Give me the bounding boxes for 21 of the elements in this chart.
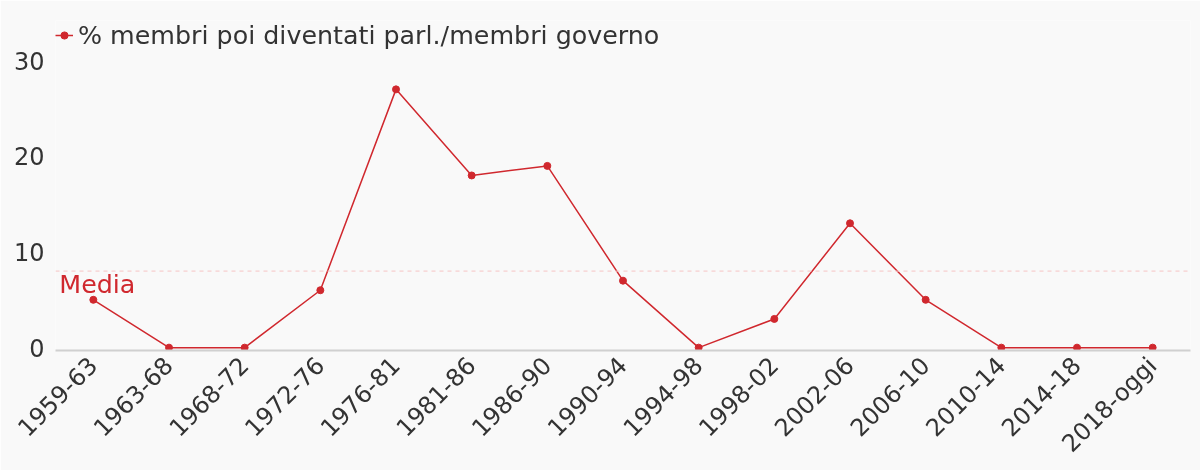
point xyxy=(921,295,930,304)
point xyxy=(1148,343,1157,351)
y-tick-label: 0 xyxy=(29,334,45,363)
point xyxy=(1073,343,1081,351)
y-tick-label: 10 xyxy=(13,238,45,267)
point xyxy=(467,171,476,180)
y-tick-label: 30 xyxy=(13,47,45,76)
point xyxy=(694,343,703,351)
point xyxy=(543,161,552,170)
legend-label: % membri poi diventati parl./membri governo xyxy=(78,20,660,50)
point xyxy=(165,343,173,351)
point xyxy=(846,219,854,228)
ref-line-label: Media xyxy=(59,269,136,300)
y-tick-label: 20 xyxy=(13,143,45,172)
point xyxy=(316,286,325,295)
point xyxy=(619,276,627,285)
point xyxy=(770,314,779,323)
point xyxy=(89,295,98,304)
point xyxy=(240,343,249,351)
point xyxy=(997,343,1006,351)
point xyxy=(392,85,400,94)
